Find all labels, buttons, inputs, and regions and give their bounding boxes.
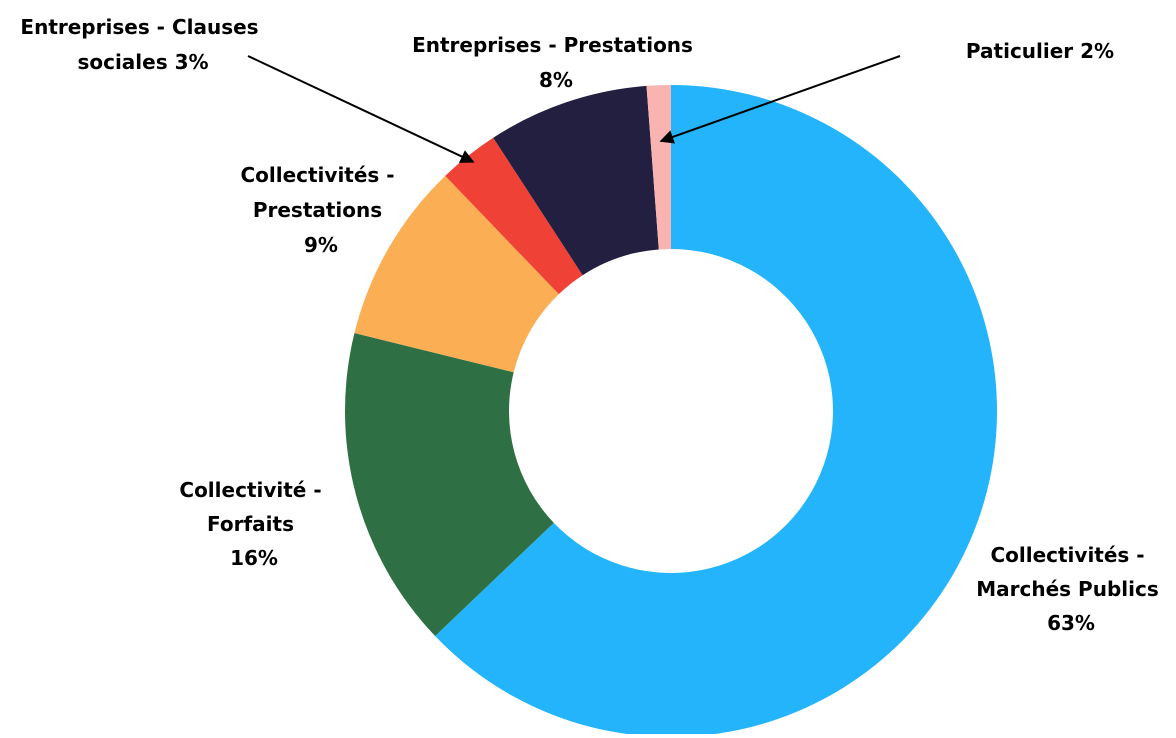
slice-label-collectivites-marches-publics: Collectivités - Marchés Publics 63% xyxy=(976,543,1165,635)
leader-line-entreprises-clauses-sociales xyxy=(247,55,475,163)
slice-label-line: Collectivité - xyxy=(179,478,321,502)
slice-label-line: Entreprises - Prestations xyxy=(412,33,693,57)
slice-label-entreprises-clauses-sociales: Entreprises - Clauses sociales 3% xyxy=(20,15,265,74)
slice-label-line: Collectivités - xyxy=(990,543,1144,567)
slice-label-line: Forfaits xyxy=(207,512,294,536)
donut-slice-particulier xyxy=(646,85,671,250)
donut-slice-collectivite-forfaits xyxy=(344,333,554,637)
slice-label-collectivite-forfaits: Collectivité - Forfaits 16% xyxy=(179,478,328,570)
slice-label-line: 16% xyxy=(230,546,278,570)
donut-slice-collectivites-marches-publics xyxy=(435,85,997,738)
donut-slice-entreprises-prestations xyxy=(493,85,659,276)
leader-line-particulier xyxy=(659,55,901,144)
slice-label-line: Marchés Publics xyxy=(976,577,1158,601)
slice-label-line: Prestations xyxy=(253,198,382,222)
slice-label-line: 9% xyxy=(304,233,338,257)
slices-layer xyxy=(344,85,997,738)
leader-lines-layer xyxy=(247,55,901,163)
donut-slice-collectivites-prestations xyxy=(354,175,559,373)
slice-label-particulier: Paticulier 2% xyxy=(966,39,1114,63)
slice-label-line: Entreprises - Clauses xyxy=(20,15,258,39)
slice-label-line: 63% xyxy=(1047,611,1095,635)
donut-slice-entreprises-clauses-sociales xyxy=(445,137,583,295)
slice-label-entreprises-prestations: Entreprises - Prestations 8% xyxy=(412,33,700,92)
slice-label-line: Paticulier 2% xyxy=(966,39,1114,63)
slice-label-line: Collectivités - xyxy=(240,163,394,187)
slice-label-line: sociales 3% xyxy=(77,50,208,74)
slice-label-collectivites-prestations: Collectivités - Prestations 9% xyxy=(240,163,401,257)
slice-label-line: 8% xyxy=(539,68,573,92)
